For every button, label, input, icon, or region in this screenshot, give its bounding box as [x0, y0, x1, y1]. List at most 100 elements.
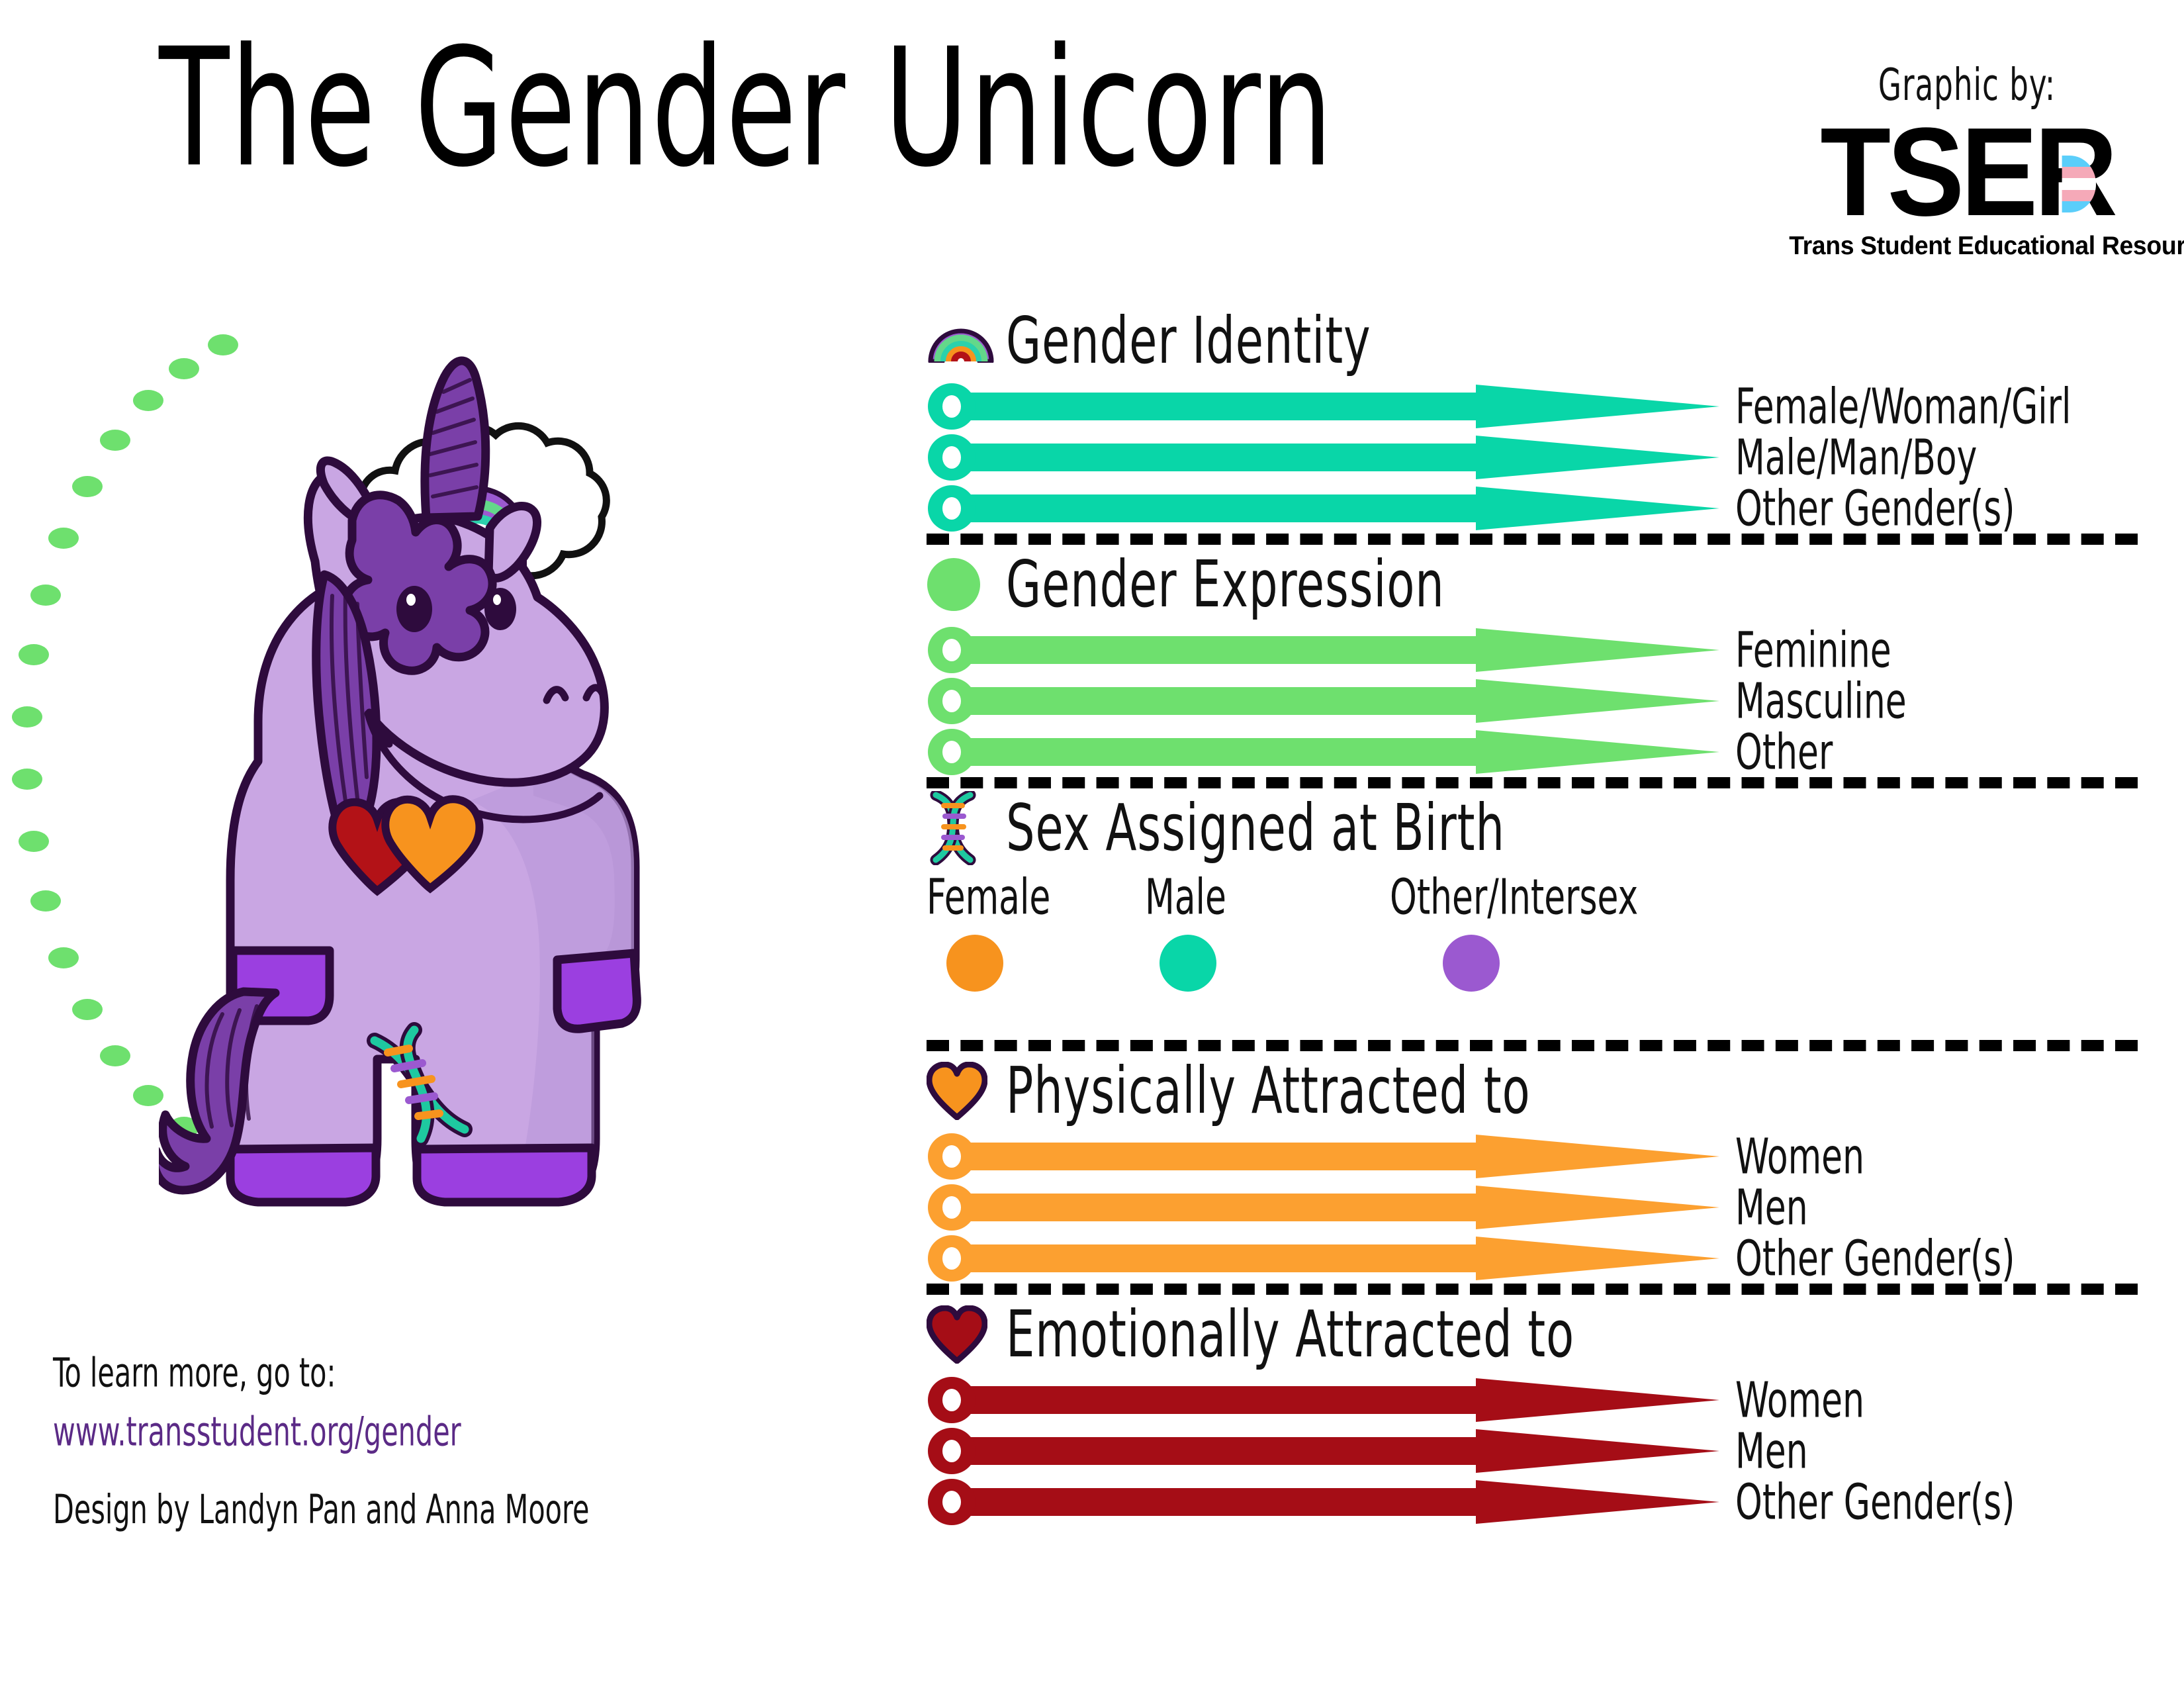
spectrum-row-label: Other	[1735, 722, 1833, 781]
spectrum-arrow-gender-identity-2[interactable]	[927, 485, 1721, 532]
spectrum-row[interactable]: Men	[927, 1178, 2148, 1236]
spectrum-row-label: Female/Woman/Girl	[1735, 377, 2071, 436]
spectrum-rows-emotionally-attracted-to: Women Men Other Gender(s)	[927, 1371, 2148, 1530]
green-dot	[30, 584, 62, 606]
spectrum-row[interactable]: Other Gender(s)	[927, 1473, 2148, 1530]
chest-hearts	[328, 795, 484, 896]
sab-item-label: Other/Intersex	[1390, 868, 1639, 926]
tser-wordmark: TSER	[1820, 109, 2118, 235]
spectrum-row-label: Women	[1735, 1127, 1865, 1186]
unicorn-illustration: .bod { fill:#c9a6e3; stroke:#2e0b3d; str…	[150, 298, 754, 1278]
sab-item-other-intersex[interactable]: Other/Intersex	[1390, 868, 1657, 992]
green-dot	[12, 706, 43, 727]
spectrum-row[interactable]: Other Gender(s)	[927, 1229, 2148, 1287]
spectrum-row-label: Male/Man/Boy	[1735, 428, 1978, 487]
tser-tagline: Trans Student Educational Resources	[1789, 231, 2184, 260]
green-dot	[208, 334, 239, 356]
section-header-emotionally-attracted-to: Emotionally Attracted to	[927, 1295, 2148, 1374]
spectrum-row[interactable]: Feminine	[927, 621, 2148, 679]
section-physically-attracted-to: Physically Attracted to Women Men	[927, 1051, 2148, 1287]
section-title: Gender Identity	[1006, 303, 1371, 379]
trans-flag-icon	[2061, 156, 2096, 212]
spectrum-row[interactable]: Male/Man/Boy	[927, 428, 2148, 486]
section-divider	[927, 534, 2138, 545]
spectrum-arrow-gender-identity-1[interactable]	[927, 434, 1721, 481]
spectrum-arrow-emotionally-attracted-to-1[interactable]	[927, 1427, 1721, 1474]
section-sex-assigned-at-birth: Sex Assigned at Birth Female Male Other/…	[927, 788, 2148, 1040]
green-dot	[18, 644, 49, 666]
spectrum-row-label: Other Gender(s)	[1735, 1229, 2015, 1288]
transstudent-url-link[interactable]: www.transstudent.org/gender	[53, 1407, 461, 1455]
rainbow-icon	[927, 319, 995, 363]
section-title: Sex Assigned at Birth	[1006, 790, 1505, 866]
spectrum-row[interactable]: Female/Woman/Girl	[927, 377, 2148, 435]
spectrum-arrow-physically-attracted-to-1[interactable]	[927, 1184, 1721, 1231]
spectrum-row-label: Other Gender(s)	[1735, 1472, 2015, 1531]
green-dot	[100, 1045, 131, 1066]
tser-logo-block: Graphic by: TSER Trans Student Education…	[1782, 60, 2184, 261]
sab-item-male[interactable]: Male	[1145, 868, 1232, 992]
spectrum-row[interactable]: Women	[927, 1127, 2148, 1185]
dna-icon-body	[367, 1022, 473, 1147]
spectrum-arrow-physically-attracted-to-0[interactable]	[927, 1133, 1721, 1180]
spectrum-row-label: Men	[1735, 1178, 1808, 1237]
section-emotionally-attracted-to: Emotionally Attracted to Women Men	[927, 1295, 2148, 1530]
spectrum-arrow-gender-expression-0[interactable]	[927, 626, 1721, 673]
section-header-gender-identity: Gender Identity	[927, 301, 2148, 381]
spectrum-row-label: Women	[1735, 1370, 1865, 1429]
sab-item-female[interactable]: Female	[927, 868, 1060, 992]
design-credit: Design by Landyn Pan and Anna Moore	[53, 1486, 590, 1533]
section-gender-expression: Gender Expression Feminine Masculine	[927, 545, 2148, 780]
spectrum-arrow-emotionally-attracted-to-0[interactable]	[927, 1376, 1721, 1423]
spectrum-row[interactable]: Other Gender(s)	[927, 479, 2148, 537]
spectrum-arrow-physically-attracted-to-2[interactable]	[927, 1235, 1721, 1282]
green-dot	[132, 1084, 163, 1106]
section-gender-identity: Gender Identity Female/Woman/Girl Male/M…	[927, 301, 2148, 537]
green-dot	[48, 528, 79, 549]
section-title: Emotionally Attracted to	[1006, 1297, 1575, 1372]
green-dot	[30, 890, 62, 912]
spectrum-rows-gender-expression: Feminine Masculine Other	[927, 621, 2148, 780]
spectrum-arrow-gender-expression-2[interactable]	[927, 728, 1721, 775]
sab-dots-group: Female Male Other/Intersex	[927, 868, 2148, 1040]
spectrum-arrow-gender-identity-0[interactable]	[927, 383, 1721, 430]
sab-item-label: Male	[1145, 868, 1226, 926]
green-dot	[48, 947, 79, 968]
spectrum-row-label: Other Gender(s)	[1735, 479, 2015, 538]
spectrum-rows-physically-attracted-to: Women Men Other Gender(s)	[927, 1127, 2148, 1287]
section-header-gender-expression: Gender Expression	[927, 545, 2148, 624]
green-dot	[132, 390, 163, 412]
section-header-sex-assigned-at-birth: Sex Assigned at Birth	[927, 788, 2148, 868]
section-header-physically-attracted-to: Physically Attracted to	[927, 1051, 2148, 1131]
spectrum-row-label: Men	[1735, 1421, 1808, 1480]
section-title: Gender Expression	[1006, 547, 1445, 622]
sab-dot[interactable]	[1160, 935, 1216, 992]
spectrum-rows-gender-identity: Female/Woman/Girl Male/Man/Boy Other Gen…	[927, 377, 2148, 537]
sab-dot[interactable]	[1443, 935, 1500, 992]
green-dot	[71, 999, 103, 1021]
illustration-column: .bod { fill:#c9a6e3; stroke:#2e0b3d; str…	[0, 285, 913, 1688]
sab-dot[interactable]	[946, 935, 1003, 992]
spectrum-row[interactable]: Other	[927, 723, 2148, 780]
red-heart-icon	[927, 1305, 987, 1364]
green-dot	[71, 475, 103, 497]
spectrum-row-label: Masculine	[1735, 671, 1907, 730]
spectrum-arrow-gender-expression-1[interactable]	[927, 677, 1721, 724]
orange-heart-icon	[927, 1062, 987, 1120]
sab-item-label: Female	[927, 868, 1051, 926]
green-dot	[18, 830, 49, 852]
dna-icon	[927, 791, 979, 865]
spectrum-arrow-emotionally-attracted-to-2[interactable]	[927, 1478, 1721, 1525]
green-dot	[169, 358, 200, 380]
section-divider	[927, 1284, 2138, 1295]
learn-more-block: To learn more, go to: www.transstudent.o…	[53, 1344, 461, 1461]
spectrum-row-label: Feminine	[1735, 620, 1891, 679]
green-dot	[100, 430, 131, 451]
spectrum-row[interactable]: Women	[927, 1371, 2148, 1429]
section-divider	[927, 1040, 2138, 1051]
graphic-by-label: Graphic by:	[1878, 60, 2056, 111]
spectrum-column: Gender Identity Female/Woman/Girl Male/M…	[927, 301, 2148, 1530]
spectrum-row[interactable]: Masculine	[927, 672, 2148, 729]
spectrum-row[interactable]: Men	[927, 1422, 2148, 1479]
